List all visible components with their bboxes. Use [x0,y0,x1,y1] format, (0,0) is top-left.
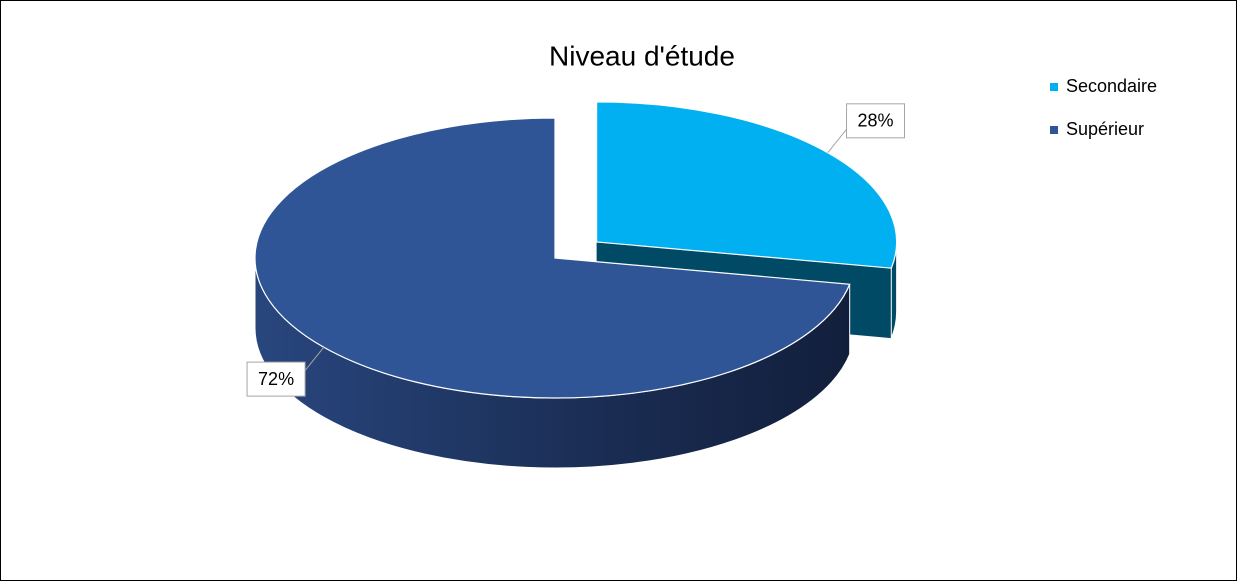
legend-swatch [1050,126,1058,134]
leader-line [827,129,847,154]
data-label: 28% [858,111,894,131]
slice [596,101,898,269]
chart-title: Niveau d'étude [549,40,735,71]
data-label: 72% [258,369,294,389]
data-label-box [246,361,306,397]
leader-line [304,346,325,371]
slice [254,117,851,399]
legend-label: Supérieur [1066,119,1144,139]
data-label-box [846,103,906,139]
legend-label: Secondaire [1066,76,1157,96]
legend-swatch [1050,83,1058,91]
